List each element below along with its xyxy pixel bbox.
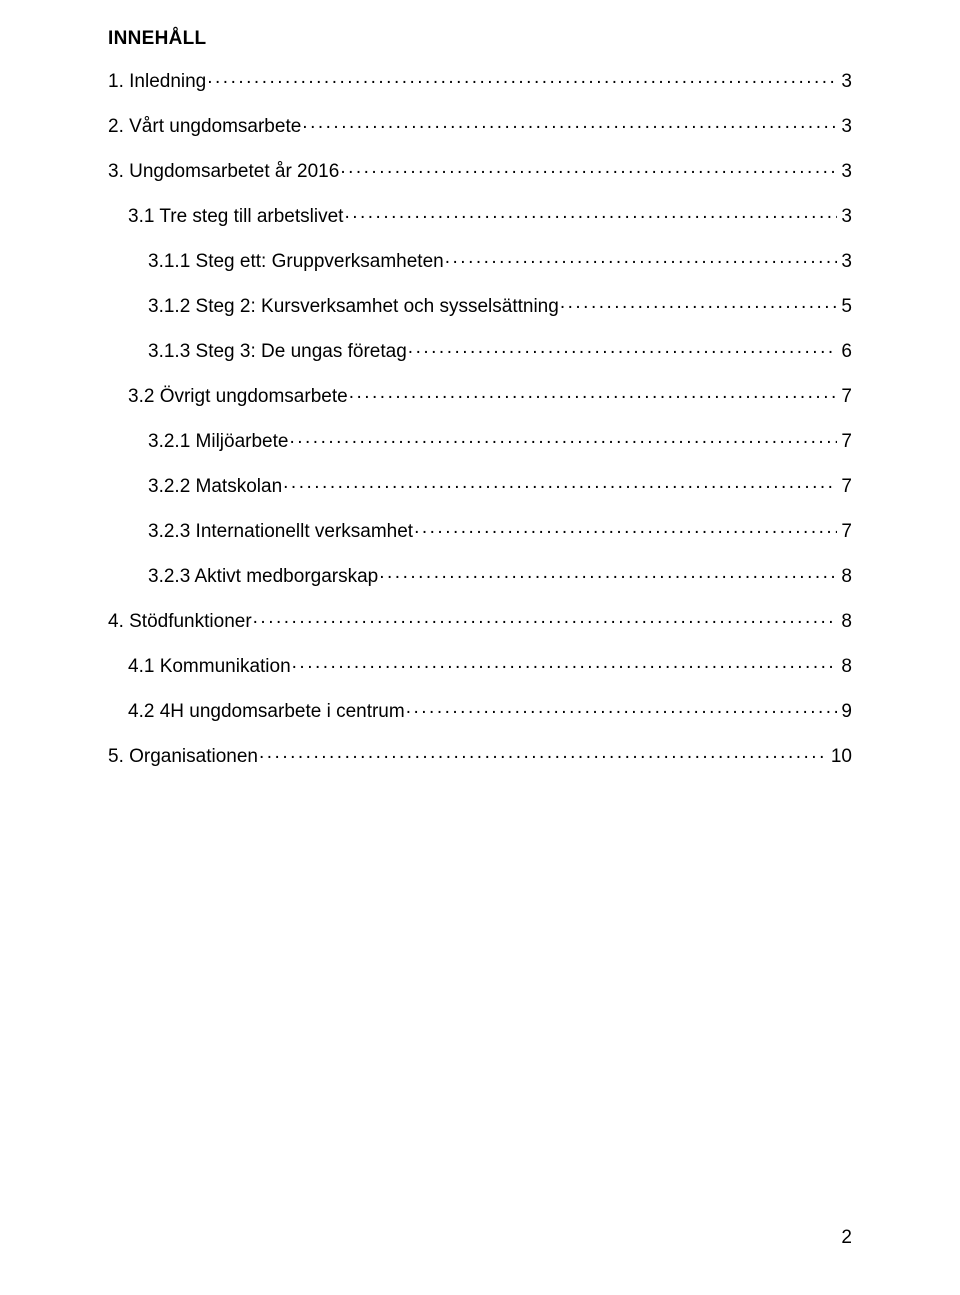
toc-entry: 4.1 Kommunikation 8: [108, 653, 852, 676]
toc-entry-label: 4.1 Kommunikation: [128, 657, 291, 676]
toc-heading: INNEHÅLL: [108, 28, 852, 50]
toc-entry-label: 2. Vårt ungdomsarbete: [108, 117, 301, 136]
toc-entry-label: 3.1.2 Steg 2: Kursverksamhet och syssels…: [148, 297, 559, 316]
document-page: INNEHÅLL 1. Inledning32. Vårt ungdomsarb…: [0, 0, 960, 1295]
toc-entry: 1. Inledning 3: [108, 68, 852, 91]
toc-entry: 2. Vårt ungdomsarbete 3: [108, 113, 852, 136]
toc-leader-dots: [259, 743, 827, 762]
toc-entry-page: 3: [838, 207, 852, 226]
toc-entry-page: 9: [838, 702, 852, 721]
toc-entry-label: 3.2.3 Internationellt verksamhet: [148, 522, 413, 541]
toc-entry-label: 3.2.1 Miljöarbete: [148, 432, 288, 451]
toc-entry-page: 8: [838, 657, 852, 676]
toc-entry-label: 3.1.1 Steg ett: Gruppverksamheten: [148, 252, 444, 271]
toc-leader-dots: [560, 293, 838, 312]
toc-entry-page: 7: [838, 387, 852, 406]
toc-entry-page: 3: [838, 72, 852, 91]
toc-entry: 3.2 Övrigt ungdomsarbete 7: [108, 383, 852, 406]
toc-leader-dots: [253, 608, 838, 627]
toc-entry-page: 3: [838, 117, 852, 136]
toc-entry-page: 8: [838, 567, 852, 586]
toc-entry-label: 3.2.2 Matskolan: [148, 477, 282, 496]
toc-leader-dots: [408, 338, 838, 357]
toc-entry-page: 3: [838, 162, 852, 181]
toc-entry: 3.1.3 Steg 3: De ungas företag 6: [108, 338, 852, 361]
toc-entry: 3.1 Tre steg till arbetslivet 3: [108, 203, 852, 226]
toc-entry: 4. Stödfunktioner 8: [108, 608, 852, 631]
toc-entry: 3.2.3 Internationellt verksamhet 7: [108, 518, 852, 541]
toc-leader-dots: [289, 428, 837, 447]
toc-entry: 3.1.1 Steg ett: Gruppverksamheten 3: [108, 248, 852, 271]
toc-leader-dots: [379, 563, 837, 582]
toc-leader-dots: [340, 158, 837, 177]
toc-entry-label: 3.2 Övrigt ungdomsarbete: [128, 387, 348, 406]
toc-entry-label: 3.2.3 Aktivt medborgarskap: [148, 567, 378, 586]
toc-leader-dots: [445, 248, 838, 267]
toc-leader-dots: [302, 113, 837, 132]
toc-entry-label: 3. Ungdomsarbetet år 2016: [108, 162, 339, 181]
toc-entry: 5. Organisationen 10: [108, 743, 852, 766]
toc-leader-dots: [283, 473, 837, 492]
toc-entry: 3.2.3 Aktivt medborgarskap 8: [108, 563, 852, 586]
toc-entry-page: 6: [838, 342, 852, 361]
toc-entry-label: 1. Inledning: [108, 72, 206, 91]
toc-entry: 3.2.2 Matskolan 7: [108, 473, 852, 496]
toc-entry-page: 5: [838, 297, 852, 316]
toc-entry-label: 3.1.3 Steg 3: De ungas företag: [148, 342, 407, 361]
toc-leader-dots: [207, 68, 837, 87]
toc-leader-dots: [349, 383, 838, 402]
toc-entry-page: 7: [838, 522, 852, 541]
toc-entry-label: 3.1 Tre steg till arbetslivet: [128, 207, 343, 226]
toc-entry-page: 3: [838, 252, 852, 271]
toc-entry-page: 7: [838, 432, 852, 451]
toc-leader-dots: [406, 698, 838, 717]
toc-entry-label: 5. Organisationen: [108, 747, 258, 766]
toc-leader-dots: [292, 653, 838, 672]
toc-entry-page: 7: [838, 477, 852, 496]
toc-entry-label: 4.2 4H ungdomsarbete i centrum: [128, 702, 405, 721]
page-number: 2: [841, 1227, 852, 1249]
table-of-contents: 1. Inledning32. Vårt ungdomsarbete33. Un…: [108, 68, 852, 766]
toc-leader-dots: [344, 203, 837, 222]
toc-leader-dots: [414, 518, 837, 537]
toc-entry: 3. Ungdomsarbetet år 2016 3: [108, 158, 852, 181]
toc-entry: 3.1.2 Steg 2: Kursverksamhet och syssels…: [108, 293, 852, 316]
toc-entry: 4.2 4H ungdomsarbete i centrum 9: [108, 698, 852, 721]
toc-entry-page: 8: [838, 612, 852, 631]
toc-entry-label: 4. Stödfunktioner: [108, 612, 252, 631]
toc-entry-page: 10: [828, 747, 852, 766]
toc-entry: 3.2.1 Miljöarbete 7: [108, 428, 852, 451]
